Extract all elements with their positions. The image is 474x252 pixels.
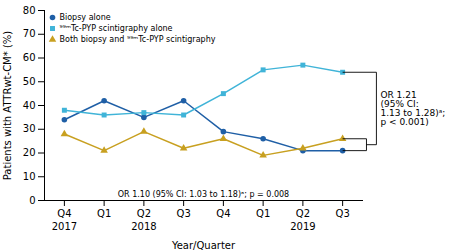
svg-text:OR 1.10 (95% CI: 1.03 to 1.18): OR 1.10 (95% CI: 1.03 to 1.18)ᵃ; p = 0.0… [118, 190, 289, 199]
svg-text:Year/Quarter: Year/Quarter [171, 240, 236, 251]
svg-text:0: 0 [29, 195, 35, 206]
svg-text:50: 50 [23, 76, 36, 87]
svg-text:Q3: Q3 [336, 208, 350, 219]
svg-text:Q2: Q2 [137, 208, 151, 219]
svg-text:Q2: Q2 [296, 208, 310, 219]
svg-text:Biopsy alone: Biopsy alone [60, 13, 111, 22]
svg-text:Q4: Q4 [57, 208, 71, 219]
svg-text:2019: 2019 [290, 221, 315, 232]
svg-text:10: 10 [23, 171, 36, 182]
svg-text:Q1: Q1 [97, 208, 111, 219]
svg-text:30: 30 [23, 123, 36, 134]
svg-text:OR 1.21(95% CI:1.13 to 1.28)ᵃ;: OR 1.21(95% CI:1.13 to 1.28)ᵃ;p < 0.001) [380, 90, 445, 127]
svg-text:80: 80 [23, 5, 36, 16]
svg-text:20: 20 [23, 147, 36, 158]
svg-text:2017: 2017 [52, 221, 77, 232]
svg-text:Patients with ATTRwt-CM* (%): Patients with ATTRwt-CM* (%) [2, 31, 13, 181]
svg-text:Q3: Q3 [177, 208, 191, 219]
svg-text:70: 70 [23, 28, 36, 39]
svg-text:40: 40 [23, 100, 36, 111]
svg-text:2018: 2018 [131, 221, 156, 232]
svg-text:60: 60 [23, 52, 36, 63]
svg-text:⁹⁹ᵐTc-PYP scintigraphy alone: ⁹⁹ᵐTc-PYP scintigraphy alone [60, 24, 173, 33]
svg-text:Q1: Q1 [256, 208, 270, 219]
svg-text:Q4: Q4 [216, 208, 230, 219]
svg-text:Both biopsy and ⁹⁹ᵐTc-PYP scin: Both biopsy and ⁹⁹ᵐTc-PYP scintigraphy [60, 35, 216, 44]
